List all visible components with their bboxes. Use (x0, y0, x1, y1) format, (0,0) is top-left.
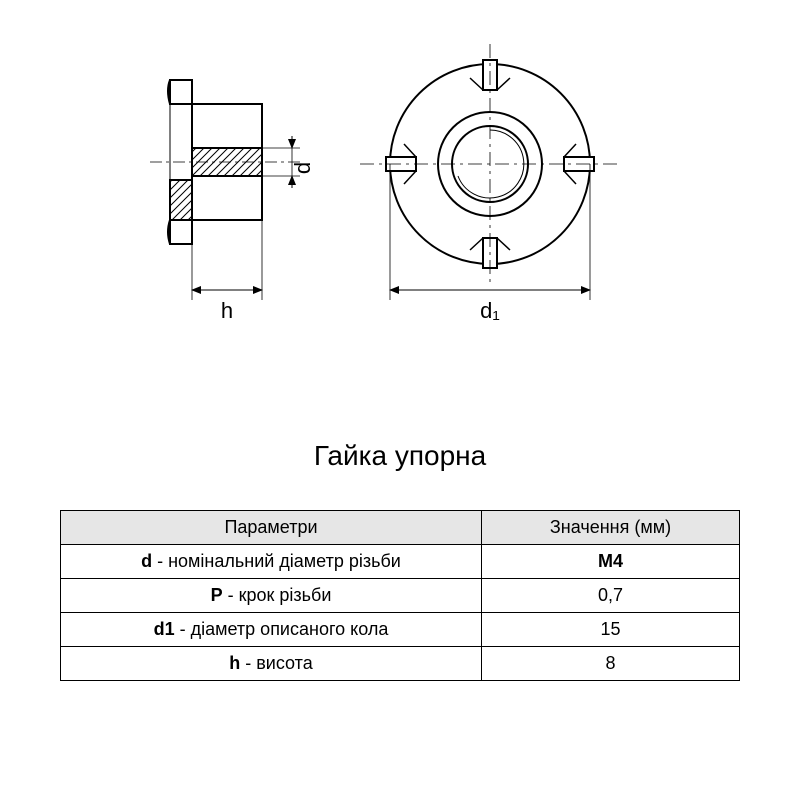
param-symbol: P (211, 585, 223, 605)
spec-table: Параметри Значення (мм) d - номінальний … (60, 510, 740, 681)
value-cell: 15 (481, 613, 739, 647)
param-cell: P - крок різьби (61, 579, 482, 613)
col-header-values: Значення (мм) (481, 511, 739, 545)
param-desc: - номінальний діаметр різьби (152, 551, 401, 571)
label-d1: d₁ (480, 298, 500, 323)
col-header-params: Параметри (61, 511, 482, 545)
param-cell: h - висота (61, 647, 482, 681)
label-h: h (221, 298, 233, 323)
table-row: d - номінальний діаметр різьбиМ4 (61, 545, 740, 579)
param-desc: - крок різьби (223, 585, 332, 605)
value-cell: 0,7 (481, 579, 739, 613)
label-d: d (290, 162, 315, 174)
side-view: d h (150, 80, 315, 323)
technical-drawing: d h (0, 40, 800, 360)
param-symbol: h (229, 653, 240, 673)
param-symbol: d1 (154, 619, 175, 639)
param-desc: - діаметр описаного кола (175, 619, 389, 639)
table-header-row: Параметри Значення (мм) (61, 511, 740, 545)
value-cell: М4 (481, 545, 739, 579)
param-desc: - висота (240, 653, 312, 673)
param-symbol: d (141, 551, 152, 571)
table-row: P - крок різьби0,7 (61, 579, 740, 613)
page-title: Гайка упорна (0, 440, 800, 472)
table-row: d1 - діаметр описаного кола15 (61, 613, 740, 647)
param-cell: d1 - діаметр описаного кола (61, 613, 482, 647)
table-row: h - висота8 (61, 647, 740, 681)
param-cell: d - номінальний діаметр різьби (61, 545, 482, 579)
value-cell: 8 (481, 647, 739, 681)
top-view: d₁ (360, 44, 620, 323)
